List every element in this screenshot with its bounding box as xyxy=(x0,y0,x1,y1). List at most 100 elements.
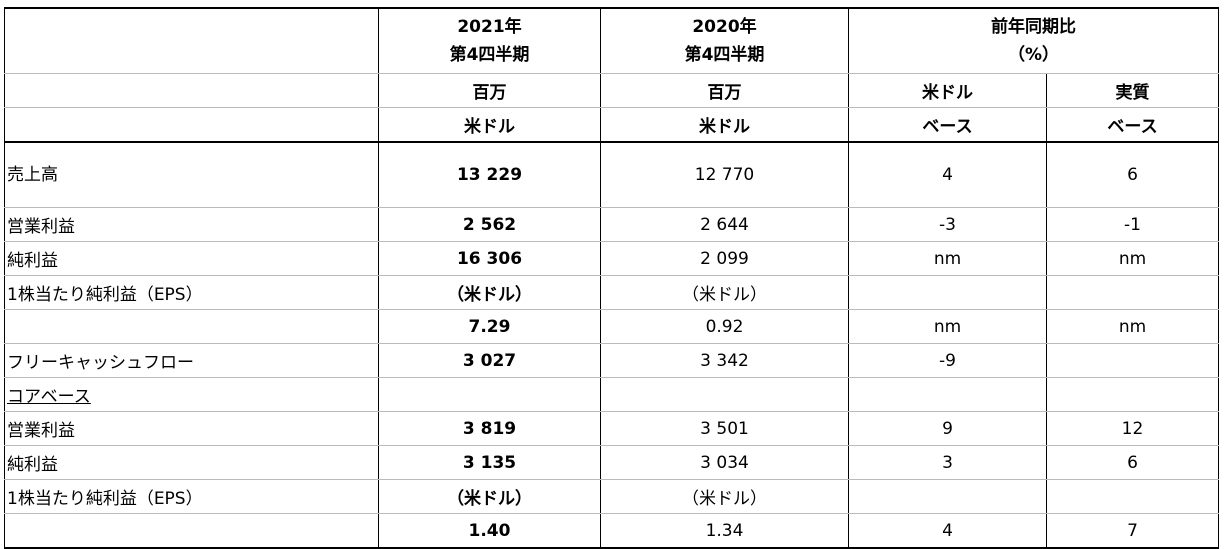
table-cell: 1.40 xyxy=(378,513,601,549)
table-row: 1.40 1.34 4 7 xyxy=(4,513,1219,549)
table-cell: 16 306 xyxy=(378,241,601,276)
table-cell: 13 229 xyxy=(378,141,601,208)
cell-text: 営業利益 xyxy=(7,421,75,441)
cell-text: フリーキャッシュフロー xyxy=(7,353,194,373)
table-cell: （米ドル） xyxy=(600,479,849,514)
table-cell xyxy=(1046,479,1219,514)
table-cell: 2 562 xyxy=(378,207,601,242)
header-cell: 2020年 第4四半期 xyxy=(600,7,849,74)
header-cell: 百万 xyxy=(600,73,849,108)
cell-text: 3 819 xyxy=(462,418,517,439)
cell-text: 7 xyxy=(1127,520,1138,541)
cell-text: 3 xyxy=(942,452,953,473)
cell-text: nm xyxy=(933,316,962,337)
cell-text: 2 099 xyxy=(700,248,749,269)
table-cell: 売上高 xyxy=(4,141,379,208)
header-cell: 米ドル xyxy=(600,107,849,143)
cell-text: （米ドル） xyxy=(682,489,767,509)
header-text: 第4四半期 xyxy=(684,45,765,65)
table-cell: 3 135 xyxy=(378,445,601,480)
table-cell: 4 xyxy=(848,141,1047,208)
table-row: コアベース xyxy=(4,377,1219,412)
table-row: 売上高 13 229 12 770 4 6 xyxy=(4,141,1219,208)
table-cell xyxy=(1046,343,1219,378)
table-cell: 7.29 xyxy=(378,309,601,344)
table-row: 純利益 3 135 3 034 3 6 xyxy=(4,445,1219,480)
cell-text: 4 xyxy=(942,520,953,541)
table-cell: 0.92 xyxy=(600,309,849,344)
table-cell xyxy=(1046,377,1219,412)
table-row: フリーキャッシュフロー 3 027 3 342 -9 xyxy=(4,343,1219,378)
cell-text: 1.40 xyxy=(468,520,511,541)
header-cell xyxy=(4,107,379,143)
cell-text: 純利益 xyxy=(7,455,58,475)
table-cell: 3 342 xyxy=(600,343,849,378)
cell-text: 1.34 xyxy=(705,520,744,541)
table-cell: 1.34 xyxy=(600,513,849,549)
cell-text: 1株当たり純利益（EPS） xyxy=(7,489,203,509)
table-cell xyxy=(600,377,849,412)
table-cell: 3 034 xyxy=(600,445,849,480)
cell-text: 1株当たり純利益（EPS） xyxy=(7,285,203,305)
cell-text: 6 xyxy=(1127,165,1138,185)
table-cell: 3 501 xyxy=(600,411,849,446)
table-cell: （米ドル） xyxy=(378,479,601,514)
table-row: 1株当たり純利益（EPS） （米ドル） （米ドル） xyxy=(4,275,1219,310)
table-cell: 純利益 xyxy=(4,445,379,480)
table-cell: 3 xyxy=(848,445,1047,480)
header-text: （%） xyxy=(1007,45,1060,65)
table-cell: -9 xyxy=(848,343,1047,378)
cell-text: 3 027 xyxy=(462,350,517,371)
cell-text: -1 xyxy=(1124,214,1141,235)
table-cell: （米ドル） xyxy=(600,275,849,310)
table-cell: 営業利益 xyxy=(4,411,379,446)
table-cell: （米ドル） xyxy=(378,275,601,310)
table-cell: コアベース xyxy=(4,377,379,412)
table-cell: 純利益 xyxy=(4,241,379,276)
table-cell: 12 xyxy=(1046,411,1219,446)
table-cell: 7 xyxy=(1046,513,1219,549)
cell-text: 0.92 xyxy=(705,316,744,337)
results-table: 2021年第4四半期 2020年 第4四半期 前年同期比 （%） 百万 百万 米ドル… xyxy=(4,7,1219,549)
cell-text: コアベース xyxy=(7,387,91,407)
table-cell: 3 819 xyxy=(378,411,601,446)
cell-text: 6 xyxy=(1127,452,1138,473)
header-cell: 実質 xyxy=(1046,73,1219,108)
cell-text: 13 229 xyxy=(456,165,523,185)
cell-text: 売上高 xyxy=(7,165,58,185)
header-text: 前年同期比 xyxy=(991,17,1076,37)
cell-text: nm xyxy=(1118,316,1147,337)
table-cell xyxy=(848,275,1047,310)
cell-text: -3 xyxy=(939,214,956,235)
cell-text: 12 xyxy=(1121,418,1144,439)
cell-text: 4 xyxy=(942,165,953,185)
cell-text: 3 034 xyxy=(700,452,749,473)
cell-text: nm xyxy=(933,248,962,269)
cell-text: 3 501 xyxy=(700,418,749,439)
table-row: 7.29 0.92 nm nm xyxy=(4,309,1219,344)
table-cell: 3 027 xyxy=(378,343,601,378)
table-cell xyxy=(4,309,379,344)
table-cell: -1 xyxy=(1046,207,1219,242)
header-row: 2021年第4四半期 2020年 第4四半期 前年同期比 （%） xyxy=(4,7,1219,74)
header-row: 米ドル 米ドル ベース ベース xyxy=(4,107,1219,143)
table-cell: 6 xyxy=(1046,445,1219,480)
cell-text: 2 644 xyxy=(700,214,749,235)
header-cell: 2021年第4四半期 xyxy=(378,7,601,74)
header-cell: 米ドル xyxy=(848,73,1047,108)
header-text: 第4四半期 xyxy=(449,45,530,65)
table-cell: 2 644 xyxy=(600,207,849,242)
table-cell: フリーキャッシュフロー xyxy=(4,343,379,378)
cell-text: （米ドル） xyxy=(447,285,532,305)
table-row: 1株当たり純利益（EPS） （米ドル） （米ドル） xyxy=(4,479,1219,514)
cell-text: 営業利益 xyxy=(7,217,75,237)
table-cell: nm xyxy=(848,309,1047,344)
table-cell: nm xyxy=(848,241,1047,276)
header-cell: 百万 xyxy=(378,73,601,108)
header-cell: ベース xyxy=(1046,107,1219,143)
table-row: 純利益 16 306 2 099 nm nm xyxy=(4,241,1219,276)
header-text: 2021年 xyxy=(457,17,522,37)
header-row: 百万 百万 米ドル 実質 xyxy=(4,73,1219,108)
table-row: 営業利益 3 819 3 501 9 12 xyxy=(4,411,1219,446)
table-cell xyxy=(4,513,379,549)
